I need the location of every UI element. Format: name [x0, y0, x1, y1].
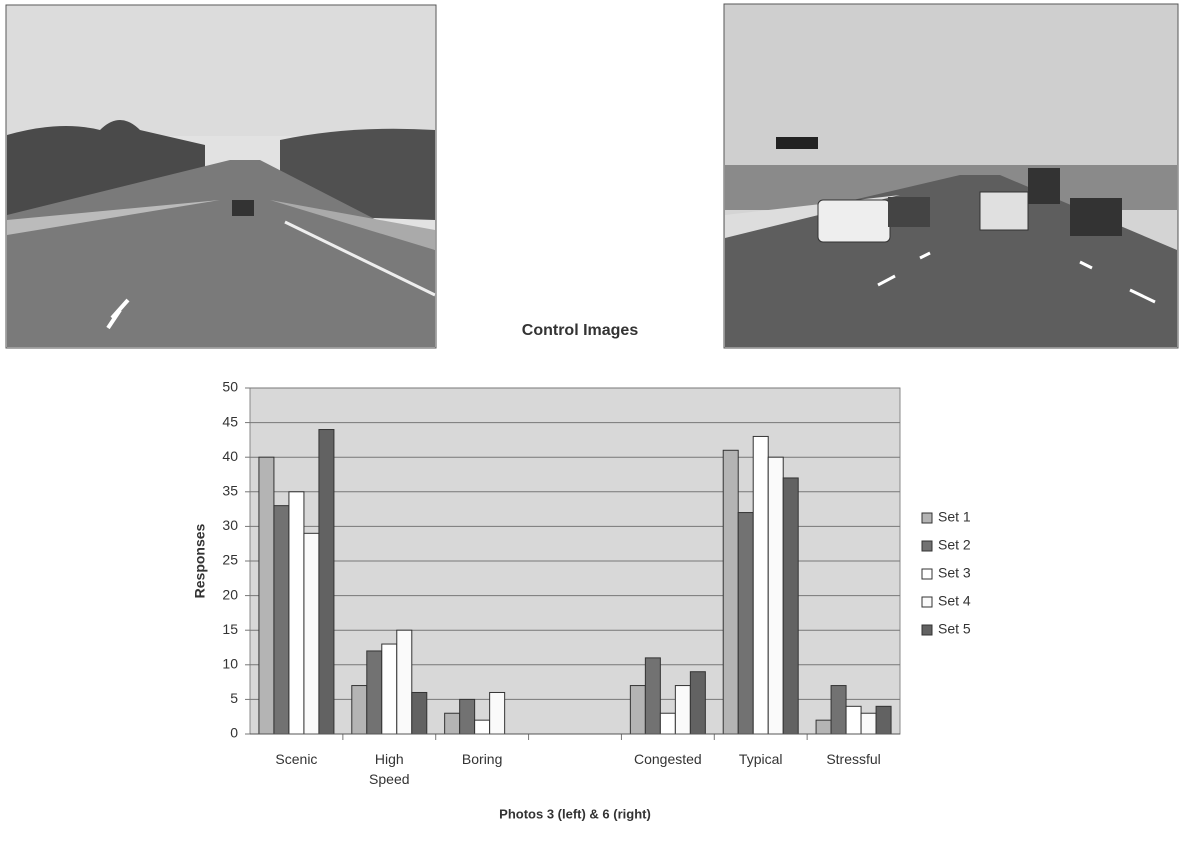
- y-tick-label: 50: [222, 379, 238, 395]
- bar: [273, 505, 290, 735]
- bar: [659, 712, 676, 735]
- bar: [674, 685, 691, 735]
- bar: [366, 650, 383, 735]
- bar: [381, 643, 398, 735]
- bar: [489, 691, 506, 735]
- bar: [722, 449, 739, 735]
- x-tick-label: Boring: [461, 751, 503, 767]
- bar: [351, 685, 368, 735]
- legend-swatch: [921, 540, 933, 552]
- legend-label: Set 3: [938, 565, 971, 581]
- chart-title: Control Images: [522, 322, 639, 339]
- bar: [752, 435, 769, 735]
- legend-swatch: [921, 512, 933, 524]
- bar: [288, 491, 305, 735]
- bar: [474, 719, 491, 735]
- legend-label: Set 2: [938, 537, 971, 553]
- legend-swatch: [921, 624, 933, 636]
- y-tick-label: 25: [222, 552, 238, 568]
- photo-right: [723, 3, 1179, 349]
- y-tick-label: 10: [222, 656, 238, 672]
- y-tick-label: 15: [222, 621, 238, 637]
- y-tick-label: 45: [222, 413, 238, 429]
- y-tick-label: 5: [230, 690, 238, 706]
- legend-label: Set 5: [938, 621, 971, 637]
- x-axis-label: Photos 3 (left) & 6 (right): [499, 806, 651, 821]
- y-tick-label: 35: [222, 483, 238, 499]
- bar: [860, 712, 877, 735]
- x-tick-label: Congested: [633, 751, 702, 767]
- bar: [845, 705, 862, 735]
- bar: [444, 712, 461, 735]
- y-axis-label: Responses: [192, 523, 208, 598]
- legend-swatch: [921, 596, 933, 608]
- bar: [411, 691, 428, 735]
- x-tick-label: Typical: [738, 751, 783, 767]
- bar: [815, 719, 832, 735]
- bar: [459, 698, 476, 735]
- bar: [396, 629, 413, 735]
- legend-swatch: [921, 568, 933, 580]
- bar: [629, 685, 646, 735]
- photo-left: [5, 4, 437, 349]
- bar: [258, 456, 275, 735]
- legend-label: Set 1: [938, 509, 971, 525]
- x-tick-label: Stressful: [826, 751, 881, 767]
- bar: [318, 429, 335, 735]
- bar: [689, 671, 706, 735]
- bar: [767, 456, 784, 735]
- legend-label: Set 4: [938, 593, 971, 609]
- y-tick-label: 20: [222, 586, 238, 602]
- bar: [644, 657, 661, 735]
- y-tick-label: 30: [222, 517, 238, 533]
- x-tick-label: High Speed: [369, 751, 410, 787]
- bar: [782, 477, 799, 735]
- y-tick-label: 40: [222, 448, 238, 464]
- y-tick-label: 0: [230, 725, 238, 741]
- bar: [875, 705, 892, 735]
- bar: [830, 685, 847, 735]
- x-tick-label: Scenic: [275, 751, 318, 767]
- bar: [737, 512, 754, 735]
- bar: [303, 532, 320, 735]
